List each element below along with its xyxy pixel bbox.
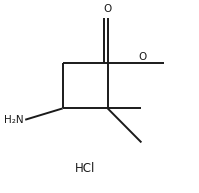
Text: H₂N: H₂N [4, 115, 23, 125]
Text: O: O [139, 52, 147, 62]
Text: O: O [103, 4, 112, 14]
Text: HCl: HCl [75, 163, 95, 175]
